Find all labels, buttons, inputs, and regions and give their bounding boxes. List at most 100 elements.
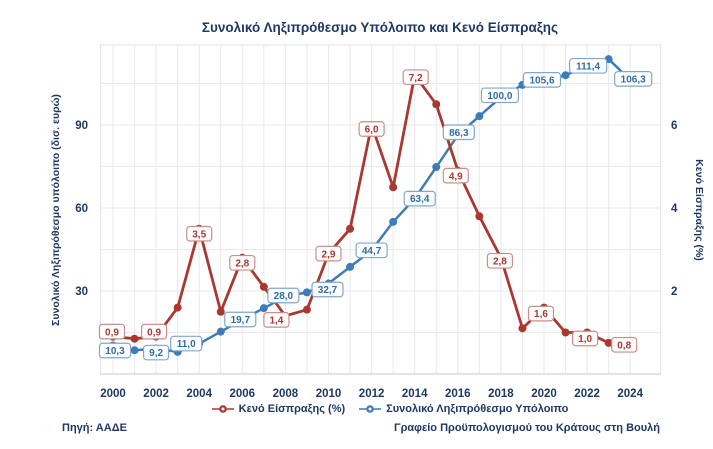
data-point-red (518, 324, 527, 333)
data-point-blue (130, 346, 139, 355)
data-label-text-red: 6,0 (365, 125, 379, 136)
data-point-red (346, 224, 355, 233)
y-right-tick-label: 6 (671, 120, 677, 132)
credit-note: Γραφείο Προϋπολογισμού του Κράτους στη Β… (393, 422, 660, 434)
x-tick-label: 2022 (574, 388, 600, 400)
data-point-blue (346, 262, 355, 271)
data-label-box-red (358, 121, 385, 137)
data-label-box-blue (442, 124, 475, 141)
x-tick-label: 2016 (445, 388, 471, 400)
data-label-box-red (315, 245, 342, 262)
y-right-tick-label: 4 (671, 203, 678, 215)
data-point-red (561, 328, 570, 337)
data-label-box-red (611, 336, 638, 353)
legend-label-collection-gap: Κενό Είσπραξης (%) (238, 403, 346, 415)
data-label-text-red: 1,6 (534, 309, 548, 320)
legend-label-overdue-balance: Συνολικό Ληξιπρόθεσμο Υπόλοιπο (386, 403, 569, 415)
data-label-box-blue (614, 71, 653, 87)
x-tick-label: 2014 (402, 388, 428, 400)
data-point-blue (475, 112, 484, 121)
x-tick-label: 2020 (531, 388, 557, 400)
data-label-box-red (402, 69, 429, 86)
data-label-text-blue: 28,0 (274, 291, 294, 302)
x-tick-label: 2012 (359, 388, 385, 400)
data-label-text-blue: 63,4 (410, 194, 430, 205)
data-point-red (216, 307, 225, 316)
data-label-text-red: 2,8 (235, 258, 249, 269)
data-label-box-blue (480, 87, 519, 104)
data-label-text-blue: 32,7 (318, 285, 338, 296)
data-label-box-red (486, 252, 513, 269)
data-label-box-blue (98, 342, 132, 359)
blue-series-marker-icon (359, 405, 382, 413)
data-point-red (302, 305, 311, 314)
data-label-box-red (263, 312, 290, 328)
data-point-blue (561, 71, 570, 80)
data-label-text-red: 2,8 (493, 256, 507, 267)
x-tick-label: 2008 (273, 388, 299, 400)
data-point-red (389, 183, 398, 192)
data-label-box-blue (568, 57, 608, 74)
data-label-text-blue: 111,4 (576, 61, 600, 72)
data-label-text-blue: 9,2 (149, 348, 163, 359)
data-label-box-blue (522, 71, 562, 88)
data-point-red (173, 303, 182, 312)
y-left-tick-label: 90 (75, 120, 88, 132)
data-point-blue (259, 304, 268, 313)
red-series-marker-icon (211, 405, 234, 413)
plot-border (100, 44, 661, 375)
data-label-box-blue (403, 190, 436, 207)
x-tick-label: 2000 (100, 388, 126, 400)
data-label-box-blue (170, 335, 203, 352)
data-label-box-red (141, 323, 168, 340)
x-tick-label: 2006 (230, 388, 256, 400)
data-label-box-blue (143, 344, 170, 361)
data-label-box-blue (267, 287, 300, 304)
data-point-red (259, 282, 268, 291)
x-tick-label: 2010 (316, 388, 342, 400)
y-right-axis-title: Κενό Είσπραξης (%) (693, 159, 705, 261)
data-label-text-red: 4,9 (449, 171, 463, 182)
data-point-blue (302, 288, 311, 297)
data-label-text-red: 3,5 (192, 229, 206, 240)
data-label-text-red: 0,9 (105, 327, 119, 338)
legend-item-collection-gap: Κενό Είσπραξης (%) (211, 403, 346, 415)
x-tick-label: 2004 (186, 388, 212, 400)
data-label-text-red: 7,2 (409, 73, 423, 84)
data-point-red (130, 334, 139, 343)
data-label-text-blue: 44,7 (362, 246, 382, 257)
data-label-box-blue (224, 311, 257, 328)
data-label-box-blue (355, 242, 388, 259)
data-label-text-blue: 105,6 (529, 75, 554, 86)
data-point-blue (389, 217, 398, 226)
data-label-text-red: 0,8 (617, 340, 631, 351)
data-label-box-blue (311, 281, 344, 298)
data-label-text-red: 1,0 (578, 334, 592, 345)
data-label-box-red (186, 225, 213, 242)
data-label-box-red (527, 305, 555, 322)
data-label-text-blue: 100,0 (487, 91, 512, 102)
data-point-blue (432, 163, 441, 172)
data-point-red (475, 212, 484, 221)
data-label-text-blue: 19,7 (231, 315, 251, 326)
x-tick-label: 2024 (617, 388, 643, 400)
data-label-text-red: 1,4 (269, 316, 283, 327)
data-label-text-blue: 11,0 (177, 339, 196, 350)
legend: Κενό Είσπραξης (%) Συνολικό Ληξιπρόθεσμο… (90, 403, 690, 415)
axes: 30 60 90 2 4 6 2000 2002 2004 2006 2008 2010 2012 201… (50, 94, 705, 400)
data-label-box-red (571, 330, 599, 347)
data-point-blue (216, 327, 225, 336)
chart-title: Συνολικό Ληξιπρόθεσμο Υπόλοιπο και Κενό … (201, 20, 559, 35)
data-label-box-red (229, 254, 256, 271)
source-note: Πηγή: ΑΑΔΕ (62, 422, 127, 434)
data-label-text-red: 0,9 (147, 327, 161, 338)
data-label-text-blue: 10,3 (105, 346, 125, 357)
data-label-text-blue: 86,3 (449, 128, 469, 139)
y-left-axis-title: Συνολικό Ληξιπρόθεσμο υπόλοιπο (δισ. ευρ… (50, 94, 62, 326)
data-label-text-blue: 106,3 (621, 75, 646, 86)
x-tick-label: 2002 (143, 388, 169, 400)
y-right-tick-label: 2 (671, 286, 677, 298)
data-point-red (432, 100, 441, 109)
